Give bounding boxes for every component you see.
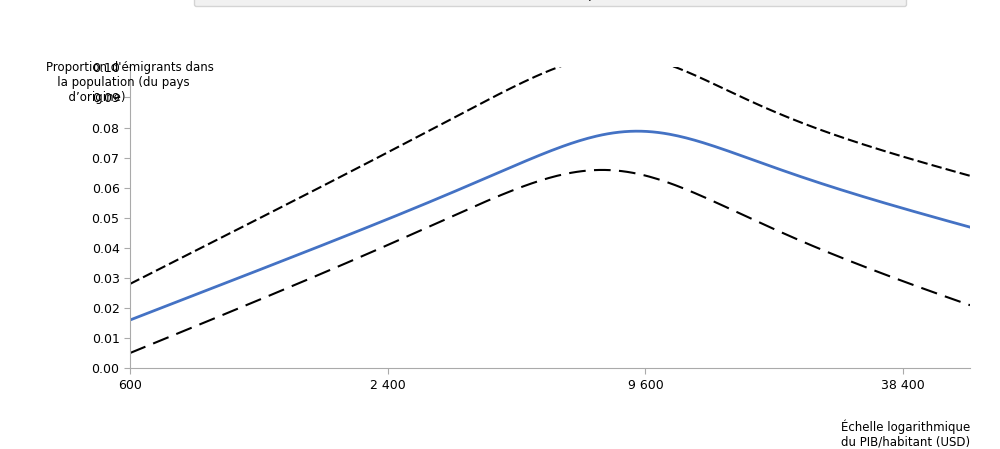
Limite supérieure (95 %) bbox=[624, 53, 636, 58]
Limite inférieure (95 %) bbox=[596, 167, 608, 172]
Limite supérieure (95 %) bbox=[127, 280, 139, 285]
Courbe de transition de la mobilité bbox=[127, 316, 139, 321]
Limite supérieure (95 %) bbox=[835, 134, 847, 140]
Limite inférieure (95 %) bbox=[888, 275, 900, 281]
Line: Courbe de transition de la mobilité: Courbe de transition de la mobilité bbox=[130, 131, 970, 320]
Limite supérieure (95 %) bbox=[124, 281, 136, 286]
Limite supérieure (95 %) bbox=[627, 53, 639, 59]
Courbe de transition de la mobilité bbox=[641, 129, 653, 134]
Courbe de transition de la mobilité bbox=[624, 128, 636, 134]
Courbe de transition de la mobilité bbox=[964, 224, 976, 230]
Courbe de transition de la mobilité bbox=[888, 203, 900, 208]
Line: Limite inférieure (95 %): Limite inférieure (95 %) bbox=[130, 170, 970, 353]
Limite supérieure (95 %) bbox=[888, 151, 900, 157]
Courbe de transition de la mobilité bbox=[621, 129, 633, 134]
Text: Proportion d'émigrants dans
   la population (du pays
      d’origine): Proportion d'émigrants dans la populatio… bbox=[46, 62, 214, 104]
Limite supérieure (95 %) bbox=[641, 56, 653, 61]
Limite supérieure (95 %) bbox=[964, 173, 976, 179]
Line: Limite supérieure (95 %): Limite supérieure (95 %) bbox=[130, 55, 970, 284]
Text: Échelle logarithmique
du PIB/habitant (USD): Échelle logarithmique du PIB/habitant (U… bbox=[841, 419, 970, 449]
Limite supérieure (95 %) bbox=[610, 53, 622, 58]
Limite inférieure (95 %) bbox=[127, 349, 139, 355]
Limite inférieure (95 %) bbox=[964, 303, 976, 308]
Legend: Courbe de transition de la mobilité, Limite supérieure (95 %), Limite inférieure: Courbe de transition de la mobilité, Lim… bbox=[194, 0, 906, 6]
Limite inférieure (95 %) bbox=[124, 350, 136, 356]
Courbe de transition de la mobilité bbox=[124, 317, 136, 323]
Courbe de transition de la mobilité bbox=[632, 128, 644, 134]
Limite inférieure (95 %) bbox=[641, 173, 653, 179]
Courbe de transition de la mobilité bbox=[835, 187, 847, 192]
Limite inférieure (95 %) bbox=[835, 255, 847, 260]
Limite inférieure (95 %) bbox=[627, 170, 639, 176]
Limite inférieure (95 %) bbox=[624, 170, 636, 175]
